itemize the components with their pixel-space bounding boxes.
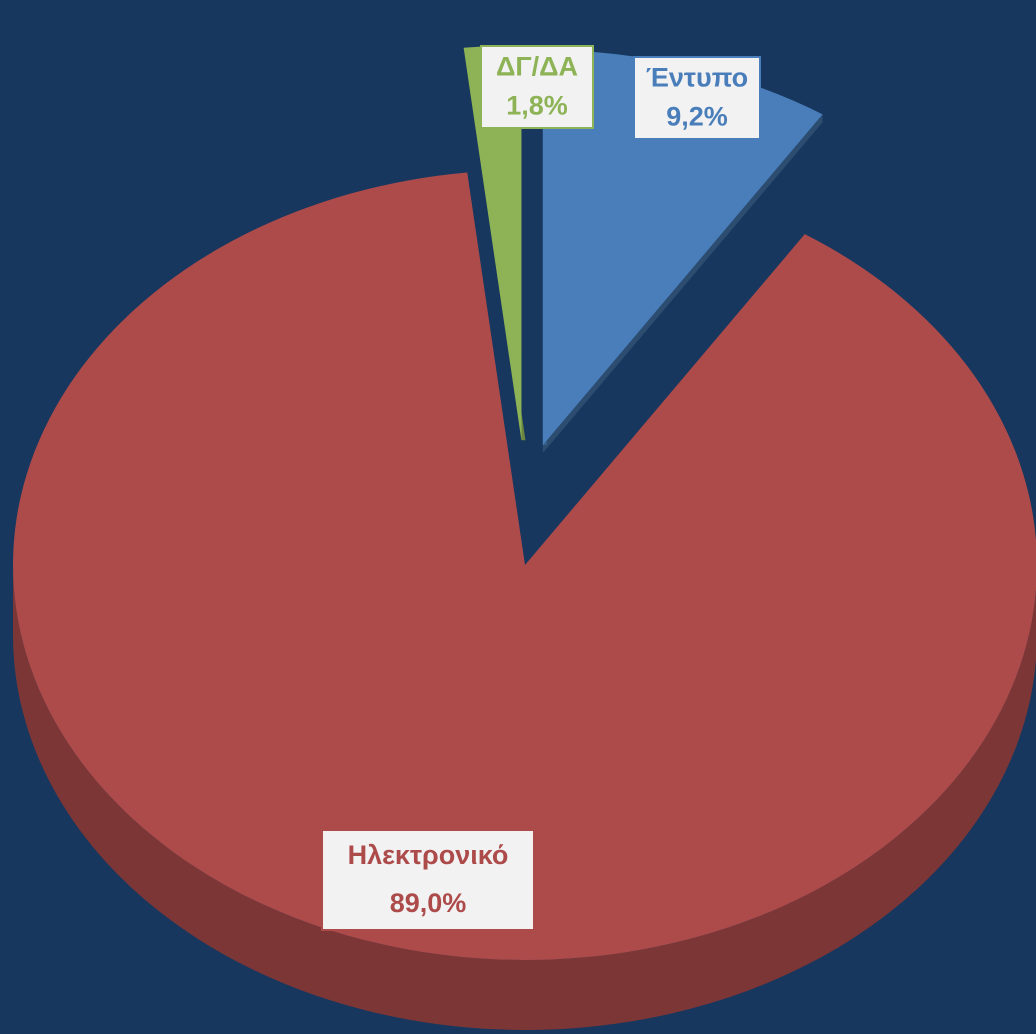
label-value: 89,0%: [390, 888, 467, 918]
label-box: [321, 829, 535, 931]
pie-slice: [542, 50, 823, 454]
data-label: Έντυπο 9,2%: [633, 56, 761, 140]
label-box: [480, 45, 594, 129]
slice-side: [13, 565, 1036, 1030]
pie-slice: [463, 45, 526, 441]
slice-top: [542, 50, 823, 446]
data-label: Ηλεκτρονικό 89,0%: [321, 829, 535, 931]
label-box: [633, 56, 761, 140]
slice-wall: [542, 114, 823, 454]
label-category: Ηλεκτρονικό: [348, 840, 509, 870]
label-category: Έντυπο: [646, 63, 748, 93]
label-category: ΔΓ/ΔΑ: [496, 52, 578, 82]
slice-top: [463, 45, 522, 441]
label-value: 9,2%: [666, 102, 728, 132]
pie-slice: [13, 172, 1036, 1030]
data-label: ΔΓ/ΔΑ 1,8%: [480, 45, 594, 129]
label-value: 1,8%: [506, 91, 568, 121]
slice-top: [13, 172, 1036, 960]
